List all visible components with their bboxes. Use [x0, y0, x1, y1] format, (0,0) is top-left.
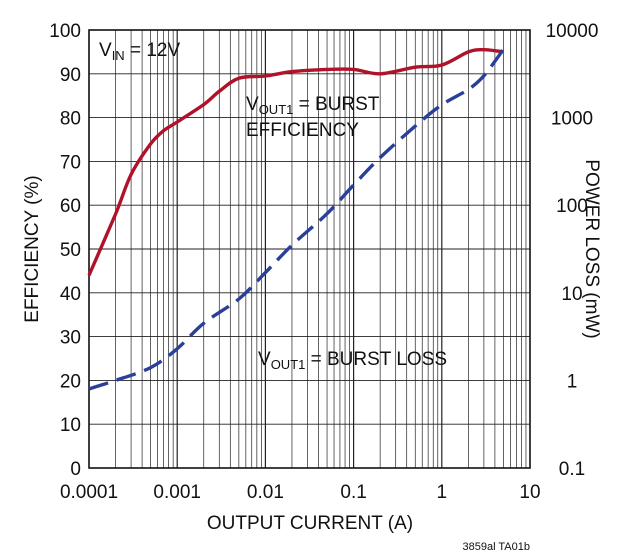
- y-left-tick-label: 0: [70, 459, 81, 480]
- y-left-tick-label: 20: [60, 371, 81, 392]
- y-right-axis-title: POWER LOSS (mW): [581, 159, 602, 338]
- y-right-tick-label: 0.1: [559, 459, 585, 480]
- series-lines: [87, 47, 505, 391]
- efficiency-annotation-line2: EFFICIENCY: [246, 120, 359, 141]
- y-left-tick-label: 80: [60, 109, 81, 130]
- chart-grid: [89, 30, 530, 468]
- x-tick-label: 0.001: [153, 482, 201, 503]
- x-tick-label: 10: [519, 482, 540, 503]
- y-left-tick-label: 40: [60, 284, 81, 305]
- plot-frame: [88, 29, 531, 469]
- x-tick-label: 0.0001: [60, 482, 118, 503]
- x-tick-label: 1: [437, 482, 448, 503]
- y-left-tick-label: 50: [60, 240, 81, 261]
- y-right-tick-label: 1000: [551, 109, 593, 130]
- y-left-tick-label: 30: [60, 328, 81, 349]
- y-right-tick-label: 10000: [546, 21, 599, 42]
- vin-annotation: VIN = 12V: [99, 40, 180, 63]
- power-loss-curve: [88, 48, 505, 391]
- y-left-tick-label: 60: [60, 196, 81, 217]
- tick-labels: 0.0001 0.001 0.01 0.1 1 100102030405060708090…: [49, 21, 598, 503]
- y-left-axis-title: EFFICIENCY (%): [22, 175, 43, 322]
- y-left-tick-label: 70: [60, 152, 81, 173]
- y-left-tick-label: 90: [60, 65, 81, 86]
- x-tick-label: 0.01: [247, 482, 284, 503]
- y-right-tick-label: 10: [561, 284, 582, 305]
- x-axis-title: OUTPUT CURRENT (A): [207, 513, 413, 534]
- x-tick-label: 0.1: [340, 482, 366, 503]
- y-left-tick-label: 10: [60, 415, 81, 436]
- y-right-tick-label: 100: [556, 196, 588, 217]
- figure-id: 3859al TA01b: [463, 541, 530, 553]
- y-right-tick-label: 1: [567, 371, 578, 392]
- loss-annotation: VOUT1 = BURST LOSS: [258, 349, 447, 372]
- efficiency-annotation: VOUT1 = BURST: [246, 94, 380, 117]
- y-left-tick-label: 100: [49, 21, 81, 42]
- efficiency-curve: [87, 47, 504, 276]
